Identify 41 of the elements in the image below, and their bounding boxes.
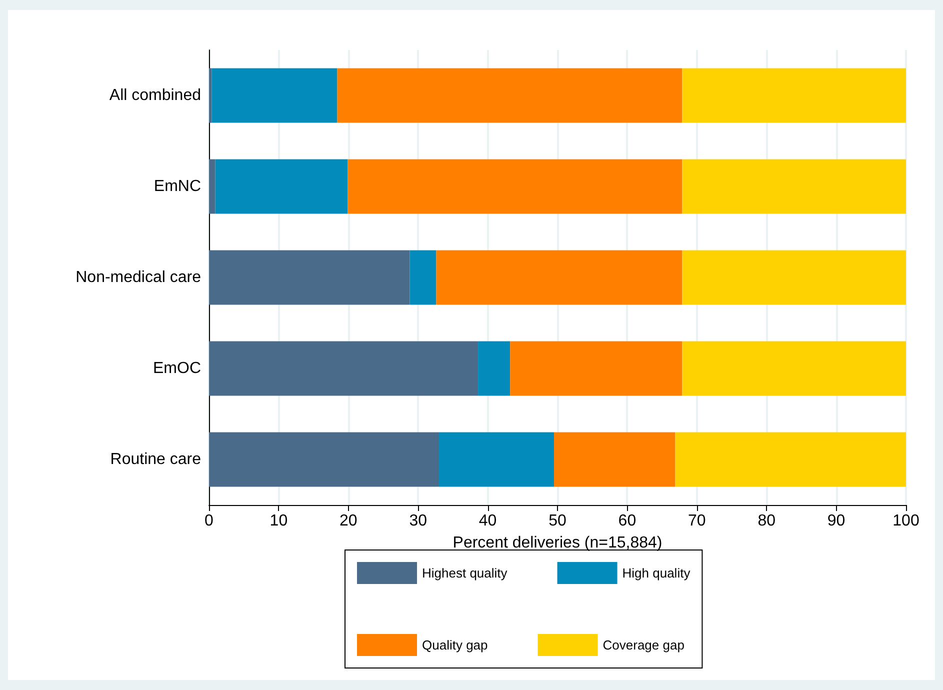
x-tick-label: 90 bbox=[827, 512, 846, 530]
x-tick-label: 50 bbox=[548, 512, 566, 530]
legend-label: High quality bbox=[622, 566, 691, 580]
legend-label: Coverage gap bbox=[602, 638, 684, 652]
x-tick-label: 70 bbox=[688, 512, 706, 530]
x-tick-label: 100 bbox=[892, 512, 920, 530]
bar bbox=[478, 341, 510, 396]
bar bbox=[209, 432, 440, 487]
y-tick-label: EmOC bbox=[153, 360, 201, 377]
bar bbox=[675, 432, 906, 487]
bar bbox=[348, 159, 682, 214]
bar bbox=[209, 159, 216, 214]
y-tick-label: Routine care bbox=[110, 451, 202, 468]
bar bbox=[682, 68, 906, 123]
legend-label: Quality gap bbox=[422, 638, 488, 652]
x-axis-title: Percent deliveries (n=15,884) bbox=[452, 534, 662, 552]
bar bbox=[436, 250, 682, 305]
bar bbox=[439, 432, 554, 487]
bar bbox=[212, 68, 338, 123]
y-tick-label: Non-medical care bbox=[76, 269, 202, 286]
x-tick-label: 20 bbox=[340, 512, 358, 530]
bar bbox=[682, 250, 906, 305]
y-tick-label: EmNC bbox=[154, 178, 201, 195]
bar bbox=[209, 250, 410, 305]
bar bbox=[209, 341, 478, 396]
x-tick-label: 10 bbox=[270, 512, 288, 530]
x-tick-label: 60 bbox=[618, 512, 636, 530]
bar bbox=[682, 341, 906, 396]
x-tick-label: 40 bbox=[478, 512, 497, 530]
bar bbox=[554, 432, 676, 487]
bar bbox=[510, 341, 682, 396]
x-tick-label: 80 bbox=[758, 512, 776, 530]
x-tick-label: 30 bbox=[409, 512, 428, 530]
y-tick-label: All combined bbox=[109, 87, 201, 104]
bar bbox=[209, 68, 212, 123]
legend-label: Highest quality bbox=[422, 566, 508, 580]
bar bbox=[215, 159, 348, 214]
bar bbox=[410, 250, 436, 305]
bar bbox=[337, 68, 682, 123]
x-tick-label: 0 bbox=[204, 512, 214, 530]
bar bbox=[682, 159, 906, 214]
